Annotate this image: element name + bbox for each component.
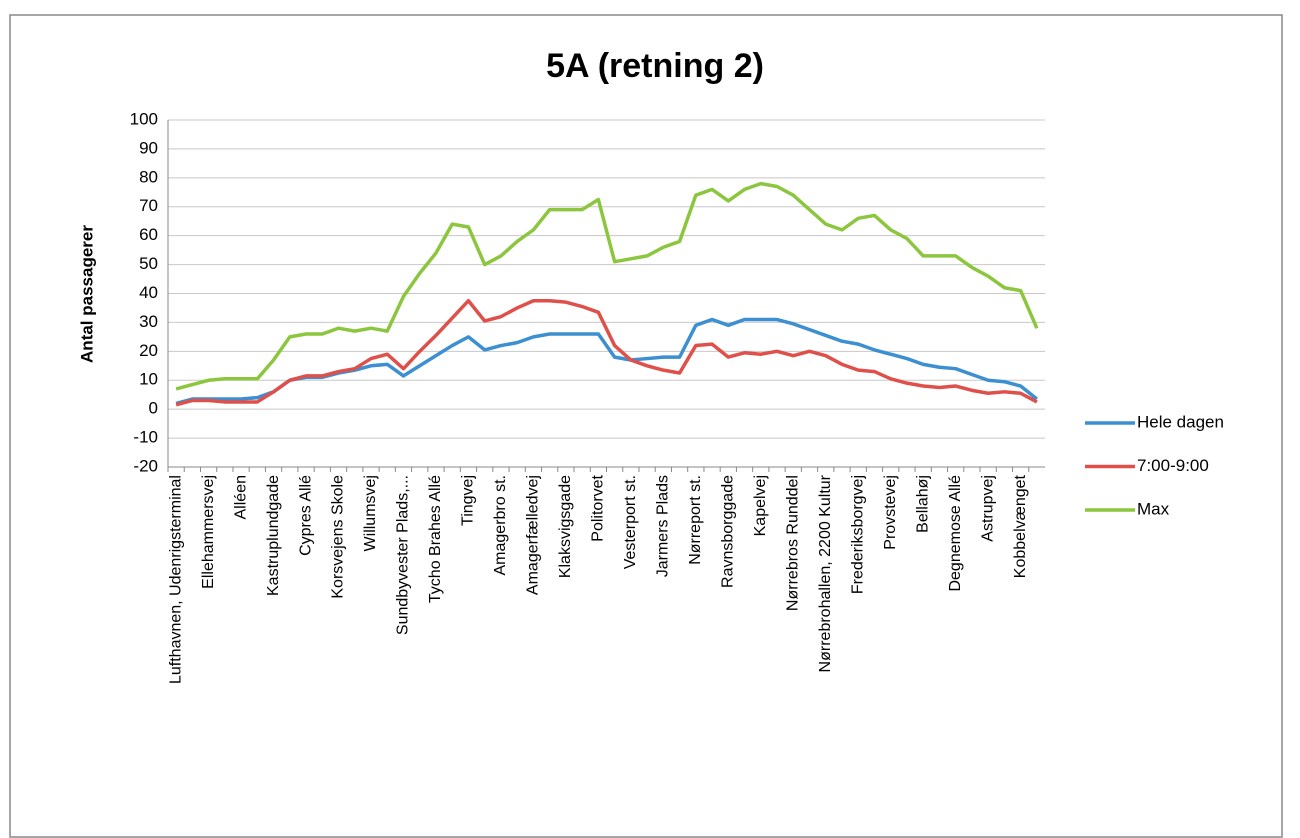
y-tick-label: 90 bbox=[139, 138, 158, 157]
x-tick-label: Politorvet bbox=[590, 474, 607, 541]
x-tick-label: Willumsvej bbox=[362, 475, 379, 551]
legend-label: Hele dagen bbox=[1137, 412, 1224, 431]
x-tick-label: Sundbyvester Plads,... bbox=[395, 475, 412, 635]
x-tick-label: Jarmers Plads bbox=[655, 475, 672, 577]
series-line bbox=[175, 181, 1039, 391]
y-tick-label: 60 bbox=[139, 225, 158, 244]
chart-frame bbox=[9, 14, 1283, 838]
x-tick-label: Ellehammersvej bbox=[200, 475, 217, 589]
x-tick-label: Amagerbro st. bbox=[492, 475, 509, 575]
y-tick-label: -10 bbox=[133, 428, 158, 447]
x-tick-label: Bellahøj bbox=[914, 475, 931, 533]
x-tick-label: Frederiksborgvej bbox=[849, 475, 866, 594]
x-tick-label: Kapelvej bbox=[752, 475, 769, 536]
y-tick-label: 100 bbox=[130, 109, 158, 128]
x-tick-label: Alléen bbox=[232, 475, 249, 519]
x-tick-label: Nørreport st. bbox=[687, 475, 704, 565]
y-tick-label: -20 bbox=[133, 456, 158, 475]
x-tick-label: Vesterport st. bbox=[622, 475, 639, 569]
x-tick-label: Nørrebrohallen, 2200 Kultur bbox=[817, 474, 834, 672]
legend-label: 7:00-9:00 bbox=[1137, 456, 1209, 475]
x-tick-label: Kastruplundgade bbox=[265, 475, 282, 596]
x-tick-label: Degnemose Allé bbox=[947, 475, 964, 592]
x-tick-label: Tingvej bbox=[460, 475, 477, 526]
x-tick-label: Klaksvigsgade bbox=[557, 475, 574, 578]
legend-label: Max bbox=[1137, 499, 1170, 518]
x-tick-label: Nørrebros Runddel bbox=[784, 475, 801, 611]
y-tick-label: 70 bbox=[139, 196, 158, 215]
y-tick-label: 80 bbox=[139, 167, 158, 186]
y-tick-label: 50 bbox=[139, 254, 158, 273]
y-tick-label: 0 bbox=[149, 399, 158, 418]
y-tick-label: 40 bbox=[139, 283, 158, 302]
x-tick-label: Cypres Allé bbox=[297, 475, 314, 556]
x-tick-label: Korsvejens Skole bbox=[330, 475, 347, 599]
chart-title: 5A (retning 2) bbox=[546, 47, 764, 85]
x-tick-label: Tycho Brahes Allé bbox=[427, 475, 444, 603]
y-axis-label: Antal passagerer bbox=[77, 225, 96, 363]
x-tick-label: Ravnsborggade bbox=[720, 475, 737, 588]
x-tick-label: Amagerfælledvej bbox=[525, 475, 542, 595]
x-tick-label: Provstevej bbox=[882, 475, 899, 550]
x-tick-label: Lufthavnen, Udenrigsterminal bbox=[167, 475, 184, 684]
series-line bbox=[175, 298, 1038, 407]
y-tick-label: 10 bbox=[139, 370, 158, 389]
x-tick-label: Kobbelvænget bbox=[1012, 474, 1029, 578]
x-tick-label: Astrupvej bbox=[979, 475, 996, 542]
y-tick-label: 30 bbox=[139, 312, 158, 331]
y-tick-label: 20 bbox=[139, 341, 158, 360]
